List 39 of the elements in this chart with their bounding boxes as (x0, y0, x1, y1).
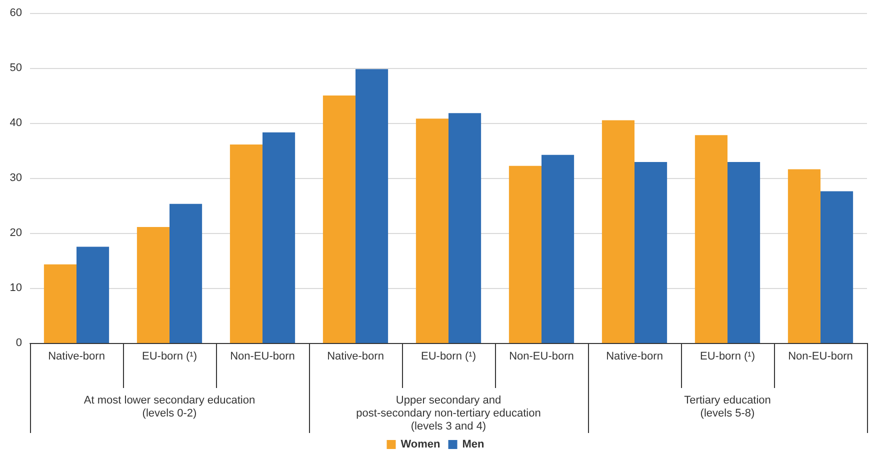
bar (508, 166, 542, 343)
bar (542, 154, 574, 343)
y-tick-label: 50 (10, 62, 22, 74)
y-tick-label: 10 (10, 282, 22, 294)
x-tick-label: Non-EU-born (230, 350, 295, 362)
bar (262, 132, 296, 343)
y-tick-label: 20 (10, 227, 22, 239)
bar (634, 162, 668, 343)
y-tick-label: 0 (16, 337, 22, 349)
x-tick-label: Native-born (327, 350, 384, 362)
y-tick-label: 40 (10, 117, 22, 129)
legend-label: Men (462, 438, 485, 450)
text: Tertiary education (levels 5-8) (684, 394, 771, 420)
bar (416, 118, 448, 343)
bar (788, 169, 820, 343)
bar (136, 226, 170, 343)
bar (322, 96, 356, 343)
bar (356, 69, 388, 343)
x-tick-label: EU-born (¹) (700, 350, 756, 362)
x-tick-label: Native-born (606, 350, 663, 362)
bar (728, 162, 760, 343)
bar (44, 264, 76, 343)
bar (76, 246, 110, 343)
x-tick-label: EU-born (¹) (142, 350, 198, 362)
bar (602, 120, 634, 343)
text: At most lower secondary education (levels 0-2) (84, 394, 256, 420)
x-tick-label: Non-EU-born (509, 350, 574, 362)
bar (230, 144, 262, 343)
y-tick-label: 60 (10, 7, 22, 19)
x-tick-label: EU-born (¹) (420, 350, 476, 362)
legend-label: Women (400, 438, 441, 450)
bar (694, 135, 728, 343)
x-tick-label: Non-EU-born (788, 350, 853, 362)
bar (170, 204, 202, 343)
bar (448, 113, 482, 343)
x-tick-label: Native-born (48, 350, 105, 362)
y-tick-label: 30 (10, 172, 22, 184)
bar (820, 191, 854, 343)
text: Upper secondary and post-secondary non-tertiary education (levels 3 and 4) (356, 394, 541, 432)
